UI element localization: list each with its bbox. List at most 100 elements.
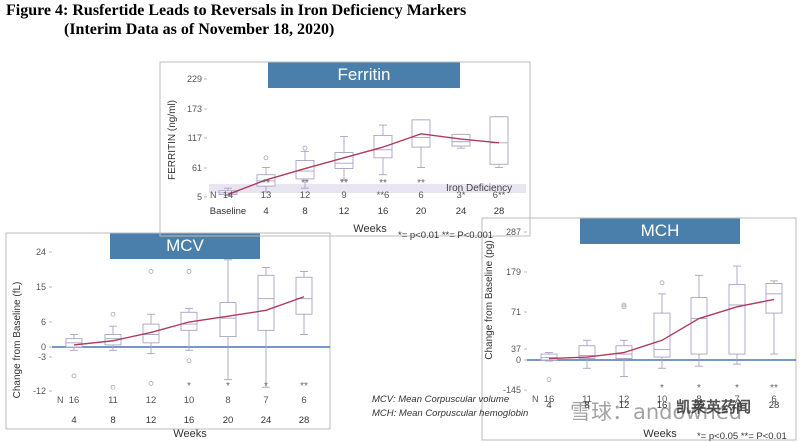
mcv-outlier: [186, 269, 192, 274]
mch-n-value: 8: [696, 394, 701, 405]
ferritin-panel-border: [159, 61, 531, 237]
ferritin-n-value: 13: [261, 190, 272, 201]
mcv-category-label: 8: [110, 415, 115, 426]
mcv-box: [257, 274, 275, 331]
mch-n-value: 10: [657, 394, 668, 405]
mcv-category-label: 12: [146, 415, 157, 426]
mcv-outlier: [71, 373, 77, 379]
mch-n-value: 12: [619, 394, 630, 405]
mch-n-value: 7: [734, 394, 739, 405]
ferritin-n-value: 14: [223, 190, 234, 201]
mch-n-label: N: [532, 394, 539, 404]
mcv-title-tab: MCV: [110, 233, 260, 259]
ferritin-iron-deficiency-label: Iron Deficiency: [446, 183, 512, 194]
figure-title: Figure 4: Rusfertide Leads to Reversals …: [6, 2, 467, 19]
mch-mean-line: [548, 298, 775, 360]
ferritin-significance-mark: **: [417, 178, 425, 189]
mch-outlier: [659, 280, 665, 286]
ferritin-significance-mark: **: [379, 178, 387, 189]
ferritin-n-label: N: [210, 190, 217, 200]
mch-category-label: 20: [694, 400, 705, 411]
ferritin-category-label: 12: [339, 206, 350, 217]
mcv-n-value: 6: [301, 395, 306, 406]
mch-category-label: 12: [619, 400, 630, 411]
mcv-n-value: 8: [225, 395, 230, 406]
mch-category-label: 16: [657, 400, 668, 411]
mcv-x-axis-title: Weeks: [173, 428, 207, 440]
mcv-y-axis-title: Change from Baseline (fL): [12, 282, 23, 399]
mcv-category-label: 16: [184, 415, 195, 426]
ferritin-category-label: 28: [494, 206, 505, 217]
mcv-category-label: 24: [261, 415, 272, 426]
ferritin-y-axis-title: FERRITIN (ng/ml): [167, 100, 178, 180]
mch-box: [653, 312, 671, 358]
mcv-ytick-label: 24: [36, 247, 46, 257]
mch-category-label: 24: [732, 400, 743, 411]
mcv-ytick-label: 0: [41, 342, 46, 352]
ferritin-category-label: 16: [378, 206, 389, 217]
mch-x-axis-title: Weeks: [643, 428, 677, 440]
mch-significance-mark: *: [735, 383, 739, 394]
mcv-significance-mark: **: [300, 381, 308, 392]
mcv-significance-mark: *: [264, 381, 268, 392]
mcv-ytick-label: 15: [36, 282, 46, 292]
ferritin-ytick-label: 229: [187, 74, 202, 84]
ferritin-ytick-label: 117: [188, 133, 202, 143]
mcv-n-value: 16: [69, 395, 80, 406]
mcv-n-value: 12: [146, 395, 157, 406]
mcv-category-label: 28: [299, 415, 310, 426]
ferritin-iron-deficiency-band: [209, 184, 526, 193]
watermark-snowball: 雪球：andowned: [570, 400, 743, 424]
ferritin-outlier: [302, 145, 308, 151]
mch-footnote: *= p<0.05 **= P<0.01: [697, 431, 787, 442]
mch-panel-border: [481, 217, 797, 441]
ferritin-n-value: 3*: [457, 190, 466, 201]
ferritin-ytick-label: 5: [197, 192, 202, 202]
ferritin-category-label: Baseline: [210, 206, 246, 217]
mch-n-value: 6: [771, 394, 776, 405]
mch-significance-mark: *: [697, 383, 701, 394]
mch-category-label: 8: [584, 400, 589, 411]
mch-n-value: 11: [582, 394, 592, 405]
watermark-wechat: 凯莱英药闻: [676, 398, 752, 416]
mch-title-tab: MCH: [580, 218, 740, 244]
ferritin-significance-mark: **: [262, 178, 270, 189]
mch-ytick-label: -145: [503, 385, 521, 395]
mch-category-label: 28: [769, 400, 780, 411]
ferritin-category-label: 24: [456, 206, 467, 217]
mcv-significance-mark: *: [226, 381, 230, 392]
ferritin-x-axis-title: Weeks: [353, 223, 387, 235]
ferritin-n-value: 9: [341, 190, 346, 201]
figure-subtitle: (Interim Data as of November 18, 2020): [64, 21, 335, 38]
ferritin-category-label: 8: [302, 206, 307, 217]
ferritin-n-value: 6**: [493, 190, 506, 201]
mch-significance-mark: **: [770, 383, 778, 394]
mcv-n-value: 7: [263, 395, 268, 406]
mch-ytick-label: 0: [516, 355, 521, 365]
mcv-category-label: 20: [223, 415, 234, 426]
mcv-panel-border: [5, 232, 331, 430]
ferritin-chart: Iron Deficiency 5 61 117 173 229 FERRITIN (ng/…: [167, 74, 526, 241]
mcv-box: [219, 302, 237, 338]
ferritin-outlier: [263, 155, 269, 161]
mch-ytick-label: 179: [506, 267, 521, 277]
ferritin-significance-mark: **: [301, 178, 309, 189]
ferritin-ytick-label: 61: [192, 163, 202, 173]
mch-box: [728, 284, 746, 355]
ferritin-n-value: **6: [377, 190, 390, 201]
mch-ytick-label: 37: [511, 344, 521, 354]
mch-outlier: [621, 304, 627, 310]
ferritin-ytick-label: 173: [187, 104, 202, 114]
mcv-outlier: [110, 311, 116, 317]
mch-box: [690, 297, 708, 355]
mch-box: [765, 283, 783, 314]
mcv-ytick-label: 6: [41, 317, 46, 327]
mcv-outlier: [148, 381, 154, 386]
ferritin-category-label: 20: [416, 206, 427, 217]
mcv-n-label: N: [57, 395, 64, 405]
mch-category-label: 4: [546, 400, 551, 411]
abbr-mcv: MCV: Mean Corpuscular volume: [372, 394, 510, 405]
